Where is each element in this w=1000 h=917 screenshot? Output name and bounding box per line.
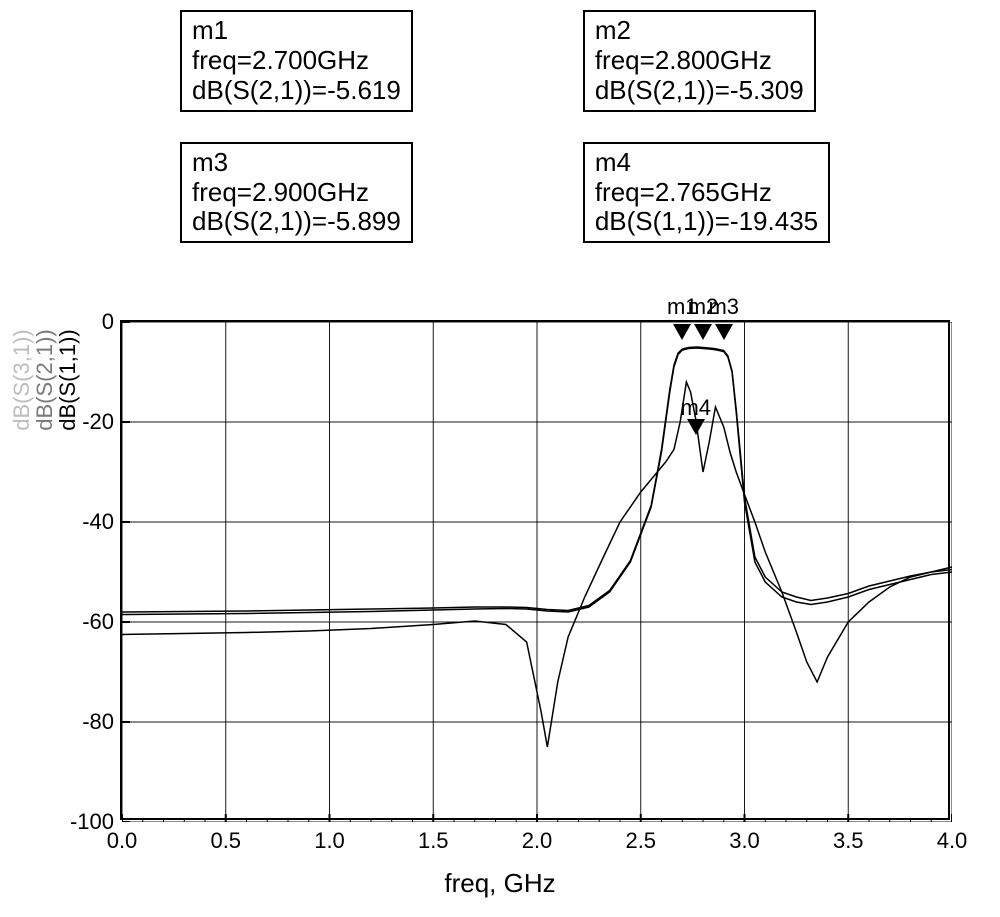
x-tick-label: 3.0 (729, 828, 760, 854)
marker-name: m2 (595, 16, 804, 46)
y-tick-label: -40 (82, 509, 114, 535)
marker-triangle-m3 (715, 324, 733, 340)
y-tick-label: -80 (82, 709, 114, 735)
plot-area: -100-80-60-40-2000.00.51.01.52.02.53.03.… (120, 320, 950, 820)
marker-freq: freq=2.700GHz (192, 46, 401, 76)
marker-name: m4 (595, 148, 818, 178)
marker-value: dB(S(2,1))=-5.619 (192, 76, 401, 106)
marker-name: m1 (192, 16, 401, 46)
chart-container: dB(S(3,1)) dB(S(2,1)) dB(S(1,1)) -100-80… (0, 300, 1000, 917)
x-tick-label: 1.5 (418, 828, 449, 854)
x-axis-label: freq, GHz (444, 868, 555, 899)
marker-box-m3: m3 freq=2.900GHz dB(S(2,1))=-5.899 (180, 142, 413, 244)
x-tick-label: 2.5 (625, 828, 656, 854)
y-tick-label: 0 (102, 309, 114, 335)
y-axis-label-stack: dB(S(3,1)) dB(S(2,1)) dB(S(1,1)) (10, 280, 79, 480)
marker-freq: freq=2.765GHz (595, 178, 818, 208)
y-tick-label: -20 (82, 409, 114, 435)
y-axis-label-s11: dB(S(1,1)) (56, 280, 79, 480)
marker-triangle-m2 (694, 324, 712, 340)
marker-value: dB(S(1,1))=-19.435 (595, 207, 818, 237)
marker-value: dB(S(2,1))=-5.309 (595, 76, 804, 106)
y-axis-label-s31: dB(S(3,1)) (10, 280, 33, 480)
marker-name: m3 (192, 148, 401, 178)
marker-value: dB(S(2,1))=-5.899 (192, 207, 401, 237)
marker-top-label-m3: m3 (708, 294, 739, 320)
marker-box-m2: m2 freq=2.800GHz dB(S(2,1))=-5.309 (583, 10, 816, 112)
marker-freq: freq=2.900GHz (192, 178, 401, 208)
x-tick-label: 1.0 (314, 828, 345, 854)
marker-triangle-m4 (687, 419, 705, 435)
marker-box-m1: m1 freq=2.700GHz dB(S(2,1))=-5.619 (180, 10, 413, 112)
x-tick-label: 4.0 (937, 828, 968, 854)
marker-box-m4: m4 freq=2.765GHz dB(S(1,1))=-19.435 (583, 142, 830, 244)
marker-row-2: m3 freq=2.900GHz dB(S(2,1))=-5.899 m4 fr… (180, 142, 980, 244)
marker-readout-group: m1 freq=2.700GHz dB(S(2,1))=-5.619 m2 fr… (180, 10, 980, 273)
x-tick-label: 0.0 (107, 828, 138, 854)
marker-freq: freq=2.800GHz (595, 46, 804, 76)
y-axis-label-s21: dB(S(2,1)) (33, 280, 56, 480)
plot-svg (122, 322, 952, 822)
marker-row-1: m1 freq=2.700GHz dB(S(2,1))=-5.619 m2 fr… (180, 10, 980, 112)
y-tick-label: -60 (82, 609, 114, 635)
marker-label-m4: m4 (680, 395, 711, 421)
x-tick-label: 0.5 (210, 828, 241, 854)
marker-triangle-m1 (673, 324, 691, 340)
x-tick-label: 2.0 (522, 828, 553, 854)
x-tick-label: 3.5 (833, 828, 864, 854)
